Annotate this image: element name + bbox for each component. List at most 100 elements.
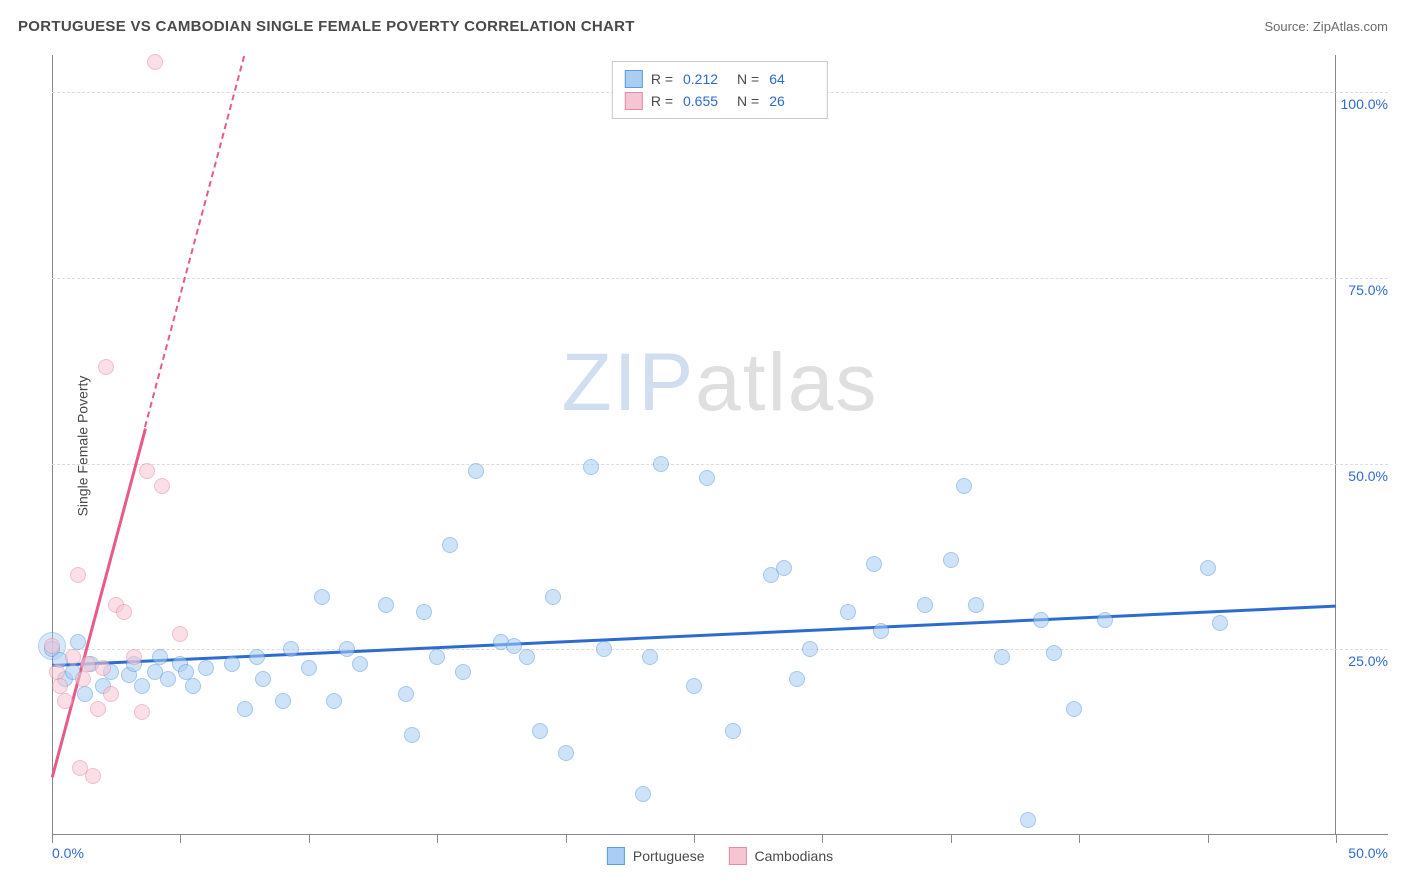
- data-point-cambodians: [172, 626, 188, 642]
- data-point-portuguese: [789, 671, 805, 687]
- data-point-portuguese: [1066, 701, 1082, 717]
- gridline: [52, 278, 1388, 279]
- data-point-cambodians: [139, 463, 155, 479]
- gridline: [52, 464, 1388, 465]
- series-swatch: [625, 92, 643, 110]
- x-tick-label: 50.0%: [1348, 845, 1388, 861]
- data-point-portuguese: [994, 649, 1010, 665]
- correlation-stats-box: R = 0.212 N = 64 R =0.655N =26: [612, 61, 828, 119]
- y-axis-line-right: [1335, 55, 1336, 835]
- x-tick: [180, 835, 181, 843]
- data-point-cambodians: [75, 671, 91, 687]
- data-point-portuguese: [873, 623, 889, 639]
- data-point-portuguese: [1097, 612, 1113, 628]
- legend-swatch: [729, 847, 747, 865]
- data-point-portuguese: [198, 660, 214, 676]
- data-point-portuguese: [185, 678, 201, 694]
- data-point-portuguese: [398, 686, 414, 702]
- series-swatch: [625, 70, 643, 88]
- x-tick-label: 0.0%: [52, 845, 84, 861]
- x-tick: [566, 835, 567, 843]
- data-point-portuguese: [956, 478, 972, 494]
- x-tick: [437, 835, 438, 843]
- data-point-portuguese: [776, 560, 792, 576]
- data-point-portuguese: [314, 589, 330, 605]
- legend-item: Cambodians: [729, 847, 834, 865]
- data-point-cambodians: [126, 649, 142, 665]
- data-point-portuguese: [802, 641, 818, 657]
- x-tick: [1079, 835, 1080, 843]
- data-point-portuguese: [532, 723, 548, 739]
- regression-line: [51, 427, 147, 777]
- data-point-portuguese: [1020, 812, 1036, 828]
- data-point-portuguese: [596, 641, 612, 657]
- legend-label: Portuguese: [633, 848, 705, 864]
- stats-row: R = 0.212 N = 64: [625, 68, 815, 90]
- data-point-portuguese: [301, 660, 317, 676]
- data-point-portuguese: [416, 604, 432, 620]
- chart-area: 25.0%50.0%75.0%100.0%0.0%50.0% ZIPatlas …: [52, 55, 1388, 835]
- stat-r-label: R =: [651, 93, 673, 109]
- stat-n-label: N =: [737, 71, 759, 87]
- y-tick-label: 50.0%: [1348, 468, 1388, 484]
- source-attribution: Source: ZipAtlas.com: [1264, 19, 1388, 34]
- x-tick: [951, 835, 952, 843]
- data-point-portuguese: [468, 463, 484, 479]
- data-point-portuguese: [283, 641, 299, 657]
- data-point-portuguese: [1033, 612, 1049, 628]
- data-point-portuguese: [352, 656, 368, 672]
- x-tick: [309, 835, 310, 843]
- data-point-portuguese: [404, 727, 420, 743]
- x-tick: [52, 835, 53, 843]
- data-point-portuguese: [866, 556, 882, 572]
- data-point-portuguese: [642, 649, 658, 665]
- chart-title: PORTUGUESE VS CAMBODIAN SINGLE FEMALE PO…: [18, 18, 635, 35]
- data-point-cambodians: [147, 54, 163, 70]
- data-point-portuguese: [635, 786, 651, 802]
- data-point-portuguese: [70, 634, 86, 650]
- legend-label: Cambodians: [755, 848, 834, 864]
- data-point-portuguese: [339, 641, 355, 657]
- data-point-cambodians: [90, 701, 106, 717]
- x-tick: [694, 835, 695, 843]
- regression-line: [52, 605, 1336, 667]
- data-point-portuguese: [77, 686, 93, 702]
- data-point-cambodians: [44, 638, 60, 654]
- y-tick-label: 100.0%: [1341, 96, 1388, 112]
- data-point-portuguese: [653, 456, 669, 472]
- data-point-portuguese: [917, 597, 933, 613]
- stat-n-value: 64: [769, 71, 815, 87]
- x-tick: [822, 835, 823, 843]
- data-point-portuguese: [429, 649, 445, 665]
- stat-n-value: 26: [769, 93, 815, 109]
- data-point-portuguese: [545, 589, 561, 605]
- data-point-cambodians: [80, 656, 96, 672]
- data-point-portuguese: [378, 597, 394, 613]
- data-point-portuguese: [943, 552, 959, 568]
- data-point-portuguese: [249, 649, 265, 665]
- data-point-portuguese: [152, 649, 168, 665]
- data-point-portuguese: [160, 671, 176, 687]
- data-point-cambodians: [134, 704, 150, 720]
- chart-header: PORTUGUESE VS CAMBODIAN SINGLE FEMALE PO…: [18, 18, 1388, 35]
- data-point-portuguese: [224, 656, 240, 672]
- data-point-portuguese: [686, 678, 702, 694]
- data-point-cambodians: [85, 768, 101, 784]
- data-point-cambodians: [103, 686, 119, 702]
- data-point-portuguese: [455, 664, 471, 680]
- legend-swatch: [607, 847, 625, 865]
- stats-row: R =0.655N =26: [625, 90, 815, 112]
- x-axis-line: [52, 834, 1388, 835]
- series-legend: Portuguese Cambodians: [607, 847, 833, 865]
- data-point-portuguese: [583, 459, 599, 475]
- data-point-portuguese: [519, 649, 535, 665]
- stat-r-label: R =: [651, 71, 673, 87]
- data-point-cambodians: [52, 678, 68, 694]
- stat-r-value: 0.212: [683, 71, 729, 87]
- data-point-cambodians: [57, 693, 73, 709]
- data-point-portuguese: [1212, 615, 1228, 631]
- data-point-portuguese: [840, 604, 856, 620]
- data-point-cambodians: [49, 664, 65, 680]
- data-point-portuguese: [326, 693, 342, 709]
- data-point-portuguese: [1046, 645, 1062, 661]
